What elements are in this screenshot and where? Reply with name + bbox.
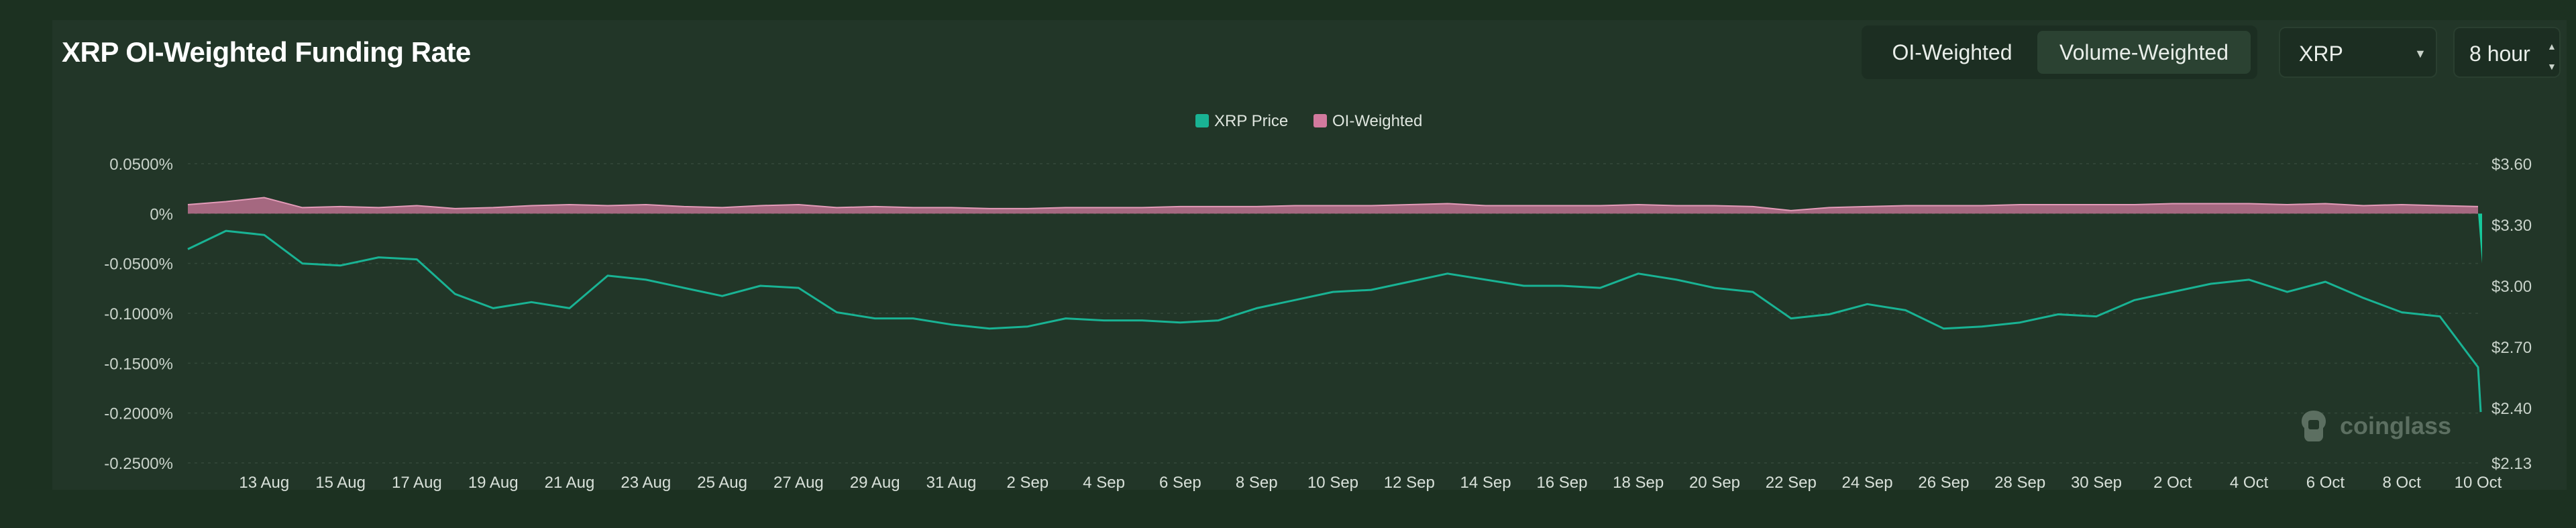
x-tick-label: 17 Aug	[392, 474, 442, 492]
x-tick-label: 30 Sep	[2071, 474, 2122, 492]
page-title: XRP OI-Weighted Funding Rate	[62, 36, 471, 68]
y-right-tick-label: $2.40	[2491, 400, 2532, 418]
oi-weighted-tab[interactable]: OI-Weighted	[1868, 31, 2036, 74]
legend-label-oi-weighted: OI-Weighted	[1332, 112, 1422, 130]
x-tick-label: 13 Aug	[239, 474, 289, 492]
x-tick-label: 21 Aug	[545, 474, 595, 492]
y-left-tick-label: -0.2000%	[104, 405, 173, 423]
y-left-tick-label: -0.0500%	[104, 256, 173, 274]
updown-chevron-icon: ▲ ▼	[2547, 41, 2557, 72]
x-tick-label: 2 Oct	[2153, 474, 2192, 492]
x-tick-label: 4 Sep	[1083, 474, 1125, 492]
volume-weighted-tab[interactable]: Volume-Weighted	[2037, 31, 2251, 74]
x-tick-label: 6 Sep	[1159, 474, 1201, 492]
symbol-select-value: XRP	[2299, 42, 2343, 66]
coinglass-watermark: coinglass	[2294, 407, 2451, 445]
y-right-tick-label: $2.13	[2491, 455, 2532, 473]
x-tick-label: 23 Aug	[621, 474, 671, 492]
legend-label-price: XRP Price	[1214, 112, 1288, 130]
x-tick-label: 14 Sep	[1460, 474, 1511, 492]
x-tick-label: 16 Sep	[1536, 474, 1587, 492]
funding-line	[187, 197, 2479, 211]
x-tick-label: 15 Aug	[315, 474, 366, 492]
x-tick-label: 10 Oct	[2455, 474, 2502, 492]
x-tick-label: 29 Aug	[850, 474, 900, 492]
legend-swatch-oi-weighted	[1313, 114, 1327, 127]
y-right-tick-label: $3.30	[2491, 217, 2532, 235]
y-left-tick-label: -0.2500%	[104, 455, 173, 473]
interval-select[interactable]: 8 hour ▲ ▼	[2453, 27, 2561, 78]
y-left-tick-label: -0.1500%	[104, 355, 173, 373]
symbol-select[interactable]: XRP ▼	[2279, 27, 2437, 78]
x-tick-label: 26 Sep	[1918, 474, 1969, 492]
weighting-toggle: OI-Weighted Volume-Weighted	[1862, 25, 2257, 79]
x-tick-label: 18 Sep	[1613, 474, 1664, 492]
x-tick-label: 22 Sep	[1766, 474, 1817, 492]
y-left-tick-label: 0%	[150, 205, 173, 223]
x-tick-label: 28 Sep	[1994, 474, 2045, 492]
y-right-tick-label: $3.60	[2491, 156, 2532, 174]
x-tick-label: 12 Sep	[1384, 474, 1435, 492]
y-right-tick-label: $2.70	[2491, 339, 2532, 357]
y-left-tick-label: 0.0500%	[109, 156, 173, 174]
x-tick-label: 2 Sep	[1006, 474, 1049, 492]
chevron-down-icon: ▼	[2414, 47, 2426, 60]
x-tick-label: 10 Sep	[1307, 474, 1358, 492]
y-left-tick-label: -0.1000%	[104, 305, 173, 323]
chart-panel	[52, 20, 2567, 490]
x-tick-label: 19 Aug	[468, 474, 519, 492]
funding-negative-spike	[2478, 213, 2482, 264]
legend-swatch-price	[1195, 114, 1209, 127]
x-tick-label: 8 Oct	[2383, 474, 2422, 492]
coinglass-logo-icon	[2302, 411, 2326, 441]
x-tick-label: 27 Aug	[773, 474, 824, 492]
xrp-price-line	[187, 229, 2482, 413]
x-tick-label: 6 Oct	[2306, 474, 2345, 492]
x-tick-label: 24 Sep	[1842, 474, 1893, 492]
y-right-tick-label: $3.00	[2491, 278, 2532, 296]
interval-select-value: 8 hour	[2469, 42, 2530, 66]
x-tick-label: 31 Aug	[926, 474, 977, 492]
watermark-text: coinglass	[2340, 412, 2452, 439]
x-tick-label: 20 Sep	[1689, 474, 1740, 492]
x-tick-label: 4 Oct	[2230, 474, 2269, 492]
x-tick-label: 25 Aug	[697, 474, 747, 492]
x-tick-label: 8 Sep	[1236, 474, 1278, 492]
